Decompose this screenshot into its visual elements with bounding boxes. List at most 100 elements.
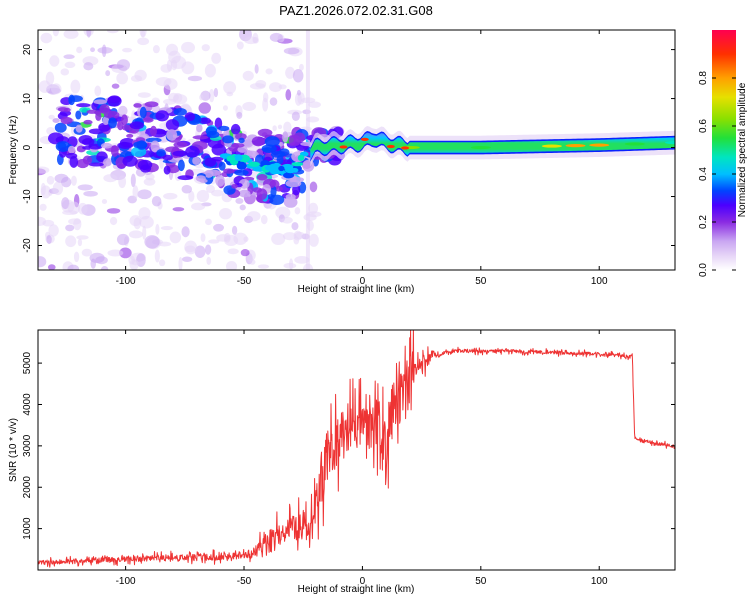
tone-core bbox=[310, 132, 675, 161]
spectral-blob bbox=[285, 179, 302, 188]
spectral-blob bbox=[133, 217, 142, 230]
snr-x-ticks: -100 -50 0 50 100 bbox=[116, 330, 608, 587]
spectral-blob bbox=[222, 105, 228, 111]
spectral-blob bbox=[226, 91, 234, 97]
spectral-blob bbox=[236, 161, 247, 170]
spectral-blob bbox=[117, 142, 134, 149]
colorbar-tick-label: 0.8 bbox=[698, 71, 709, 85]
spectral-blob bbox=[282, 232, 297, 241]
spectral-blob bbox=[204, 218, 212, 226]
spectral-blob bbox=[117, 120, 124, 131]
spectral-blob bbox=[165, 119, 180, 131]
snr-x-label: Height of straight line (km) bbox=[298, 584, 415, 595]
spectral-blob bbox=[269, 166, 280, 175]
spectral-blob bbox=[63, 54, 75, 60]
spectral-blob bbox=[137, 92, 151, 98]
spectral-blob bbox=[264, 136, 280, 147]
spectral-blob bbox=[269, 32, 283, 42]
spectral-blob bbox=[282, 172, 295, 179]
spectral-blob bbox=[278, 165, 285, 172]
spectral-blob bbox=[294, 207, 301, 215]
spectral-blob bbox=[172, 150, 188, 157]
spectral-blob bbox=[144, 235, 160, 249]
spectral-blob bbox=[63, 30, 79, 39]
spectral-blob bbox=[215, 174, 225, 187]
tone-highlight bbox=[386, 144, 395, 149]
spectral-blob bbox=[160, 226, 173, 231]
spectral-blob bbox=[172, 207, 185, 212]
spectral-blob bbox=[291, 162, 304, 167]
spectral-blob bbox=[47, 264, 56, 270]
spectral-blob bbox=[52, 181, 64, 196]
spectral-blob bbox=[77, 184, 93, 191]
spectral-blob bbox=[269, 97, 278, 106]
spectral-blob bbox=[61, 197, 70, 210]
y-tick-label: 3000 bbox=[22, 434, 33, 457]
spectral-blob bbox=[162, 154, 173, 161]
spectral-blob bbox=[95, 256, 108, 265]
spectral-blob bbox=[240, 248, 250, 257]
spectral-blob bbox=[282, 131, 289, 143]
spectral-blob bbox=[137, 189, 152, 200]
tone-highlight bbox=[665, 141, 675, 145]
x-tick-label: 50 bbox=[475, 576, 487, 587]
spectral-blob bbox=[192, 156, 201, 165]
spectral-blob bbox=[48, 114, 55, 120]
spectral-blob bbox=[142, 225, 147, 240]
spectral-blob bbox=[132, 185, 139, 199]
spectral-blob bbox=[225, 260, 238, 270]
spectral-blob bbox=[283, 262, 297, 269]
colorbar-label: Normalized spectral amplitude bbox=[737, 82, 748, 217]
spectral-blob bbox=[231, 225, 238, 235]
spectral-blob bbox=[207, 138, 224, 149]
y-tick-label: 20 bbox=[22, 44, 33, 56]
spectral-blob bbox=[257, 128, 273, 137]
colorbar-ticks: 0.0 0.2 0.4 0.6 0.8 bbox=[698, 71, 736, 277]
spectral-blob bbox=[116, 233, 130, 246]
spectral-blob bbox=[308, 233, 319, 247]
spectral-blob bbox=[308, 202, 319, 214]
snr-y-ticks: 1000 2000 3000 4000 5000 bbox=[22, 352, 675, 540]
spectral-blob bbox=[107, 249, 124, 257]
spectral-blob bbox=[249, 83, 266, 90]
spectral-blob bbox=[155, 223, 160, 235]
spectral-blob bbox=[76, 103, 91, 108]
spectral-blob bbox=[257, 264, 270, 269]
spectral-blob bbox=[226, 155, 236, 162]
spectral-blob bbox=[137, 37, 150, 46]
spectral-blob bbox=[138, 207, 151, 220]
spectral-blob bbox=[234, 169, 249, 176]
spectral-blob bbox=[156, 149, 166, 157]
spectral-blob bbox=[130, 75, 143, 82]
tone-highlight bbox=[624, 142, 645, 146]
spectral-blob bbox=[130, 173, 136, 188]
spectral-blob bbox=[116, 59, 131, 71]
spectral-blob bbox=[103, 158, 112, 167]
spectral-blob bbox=[108, 117, 117, 129]
spectral-blob bbox=[93, 99, 108, 105]
spectral-blob bbox=[177, 159, 185, 172]
spectral-blob bbox=[206, 256, 212, 265]
spectral-blob bbox=[181, 41, 195, 54]
spectral-blob bbox=[101, 199, 108, 205]
x-tick-label: -50 bbox=[237, 576, 252, 587]
spectral-blob bbox=[40, 32, 53, 44]
spectral-blob bbox=[76, 46, 83, 54]
spectral-blob bbox=[97, 47, 113, 54]
spectral-blob bbox=[139, 106, 147, 119]
spectral-blob bbox=[150, 125, 157, 137]
spectral-blob bbox=[283, 121, 292, 133]
spectral-blob bbox=[177, 175, 194, 181]
spectral-blob bbox=[111, 83, 120, 89]
spectral-blob bbox=[236, 111, 243, 119]
spectral-blob bbox=[63, 107, 71, 113]
spectral-blob bbox=[145, 137, 162, 143]
spectral-blob bbox=[244, 36, 258, 45]
spectral-blob bbox=[188, 190, 195, 202]
snr-y-label: SNR (10 * v/v) bbox=[8, 418, 19, 482]
spectral-blob bbox=[129, 121, 145, 130]
spectral-blob bbox=[211, 156, 224, 162]
snr-background bbox=[38, 330, 675, 570]
spectral-blob bbox=[100, 266, 109, 270]
